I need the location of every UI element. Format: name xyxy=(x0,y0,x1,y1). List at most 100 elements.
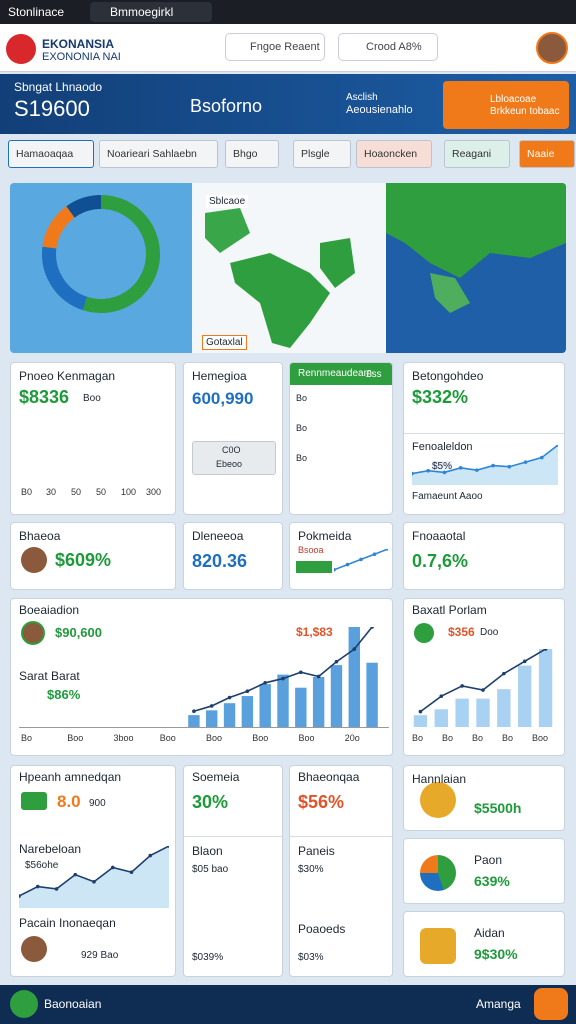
x-tick-label: Boo xyxy=(67,733,84,743)
card-subtitle: Poaoeds xyxy=(298,922,346,936)
divider xyxy=(290,836,392,837)
x-tick-label: Boo xyxy=(532,733,549,743)
mini-chart xyxy=(334,549,388,572)
tab-button[interactable] xyxy=(8,140,94,168)
point xyxy=(129,870,134,875)
banner-item: Bsoforno xyxy=(190,96,263,116)
card-value: 9$30% xyxy=(474,946,518,962)
filter-text: Crood A8% xyxy=(366,41,422,53)
logo xyxy=(6,34,36,64)
card-value: 30% xyxy=(192,792,229,812)
point xyxy=(299,670,303,675)
badge: £ss xyxy=(366,369,382,380)
point xyxy=(502,671,506,676)
bar xyxy=(241,696,254,727)
tab-button[interactable] xyxy=(293,140,351,168)
x-tick-label: 50 xyxy=(71,487,82,497)
map-land xyxy=(230,253,330,348)
bar xyxy=(366,662,378,727)
card: Bhaeoa $609% xyxy=(10,522,176,590)
tab-button[interactable] xyxy=(444,140,510,168)
card-footer: Famaeunt Aaoo xyxy=(412,491,483,502)
point xyxy=(73,872,78,877)
card-header xyxy=(290,363,392,385)
donut-segment xyxy=(42,246,88,311)
card-subtitle: Paneis xyxy=(298,844,335,858)
x-tick-label: 30 xyxy=(46,487,57,497)
card-subtitle: Fenoaleldon xyxy=(412,441,473,453)
card-title: Rennmeaudeam xyxy=(298,368,372,379)
point xyxy=(148,853,153,858)
tab-button[interactable] xyxy=(356,140,432,168)
card-title: Boeaiadion xyxy=(19,603,80,617)
tab-button[interactable] xyxy=(519,140,575,168)
point xyxy=(543,649,548,651)
bar xyxy=(348,627,360,727)
badge: $05 bao xyxy=(192,864,229,875)
card: Hannlaian $5500h xyxy=(403,765,565,831)
point xyxy=(263,680,267,685)
button-text: Brkkeun tobaac xyxy=(490,106,560,117)
card: Dleneeoa 820.36 xyxy=(183,522,283,590)
bar xyxy=(330,665,343,727)
card-value: $86% xyxy=(47,687,81,702)
bar xyxy=(312,677,325,727)
x-tick-label: 50 xyxy=(96,487,107,497)
nav-label[interactable]: Amanga xyxy=(476,997,521,1011)
point xyxy=(481,688,485,692)
point xyxy=(227,695,232,700)
point xyxy=(92,879,96,884)
bar xyxy=(497,689,511,727)
badge: $56ohe xyxy=(25,860,59,871)
tab-label: Hamaoaqaa xyxy=(16,148,74,160)
card: Bhaeonqaa $56% Paneis $30% Poaoeds $03% xyxy=(289,765,393,977)
y-tick-label: Bo xyxy=(296,393,308,403)
badge: $30% xyxy=(298,864,324,875)
divider xyxy=(184,836,282,837)
card: Baxatl Porlam $356 Doo Bo Bo Bo Bo Boo xyxy=(403,598,565,756)
bar xyxy=(413,715,428,727)
tab-label: Hoaoncken xyxy=(364,148,418,160)
card: Paon 639% xyxy=(403,838,565,904)
search-box xyxy=(225,33,325,61)
icon xyxy=(21,792,47,810)
card: Hemegioa 600,990 C0O Ebeoo xyxy=(183,362,283,515)
bar xyxy=(476,698,490,727)
point xyxy=(192,709,196,714)
tab xyxy=(90,2,212,22)
tab-button[interactable] xyxy=(99,140,218,168)
point xyxy=(426,468,431,473)
point xyxy=(54,887,59,891)
nav-icon[interactable] xyxy=(10,990,38,1018)
nav-button[interactable] xyxy=(534,988,568,1020)
card-value: $332% xyxy=(412,387,469,407)
mini-chart xyxy=(188,627,378,727)
x-tick-label: Bo xyxy=(442,733,454,743)
point xyxy=(442,470,447,475)
card-subtitle: Narebeloan xyxy=(19,842,82,856)
card-title: Hemegioa xyxy=(192,369,247,383)
divider xyxy=(404,433,564,434)
point xyxy=(372,552,377,556)
card: Fnoaaotal 0.7,6% xyxy=(403,522,565,590)
header xyxy=(0,24,576,72)
tab-button[interactable] xyxy=(225,140,279,168)
mini-chart xyxy=(190,846,278,916)
card-title: Aidan xyxy=(474,926,505,940)
x-tick-label: Bo xyxy=(21,733,33,743)
tab-label: Bhgo xyxy=(233,148,258,160)
point xyxy=(334,568,336,572)
point xyxy=(556,445,558,447)
card-value: $5500h xyxy=(474,800,522,816)
point xyxy=(491,463,495,468)
banner-button[interactable] xyxy=(443,81,569,129)
bar xyxy=(518,665,532,727)
point xyxy=(507,464,512,469)
map-land xyxy=(430,273,470,313)
mini-chart xyxy=(19,413,169,483)
tab-label: Naaie xyxy=(527,148,555,160)
badge: $039% xyxy=(192,952,224,963)
map-panel xyxy=(10,183,566,353)
nav-label[interactable]: Baonoaian xyxy=(44,997,102,1011)
